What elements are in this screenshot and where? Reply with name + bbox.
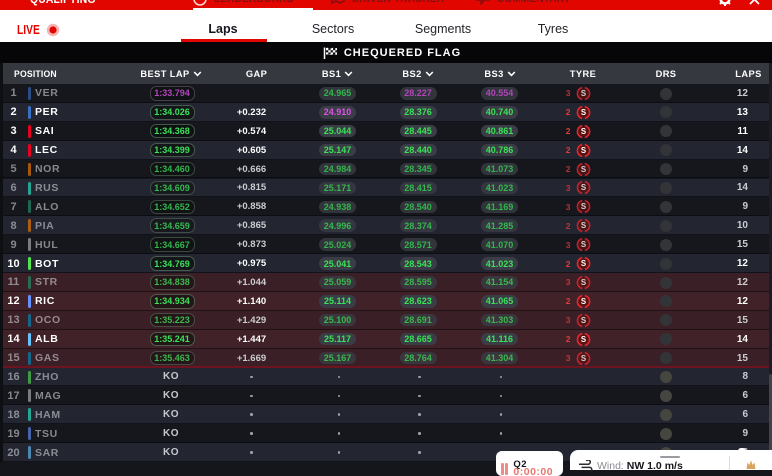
svg-text:S: S — [580, 221, 585, 230]
svg-text:S: S — [580, 278, 585, 287]
svg-text:S: S — [580, 184, 585, 193]
svg-text:S: S — [580, 335, 585, 344]
svg-text:S: S — [580, 146, 585, 155]
svg-text:S: S — [580, 259, 585, 268]
svg-text:S: S — [580, 316, 585, 325]
svg-text:S: S — [580, 202, 585, 211]
svg-text:S: S — [580, 108, 585, 117]
svg-text:S: S — [580, 354, 585, 363]
svg-text:S: S — [580, 165, 585, 174]
svg-text:S: S — [580, 89, 585, 98]
svg-text:S: S — [580, 240, 585, 249]
svg-text:S: S — [580, 297, 585, 306]
svg-text:S: S — [580, 127, 585, 136]
